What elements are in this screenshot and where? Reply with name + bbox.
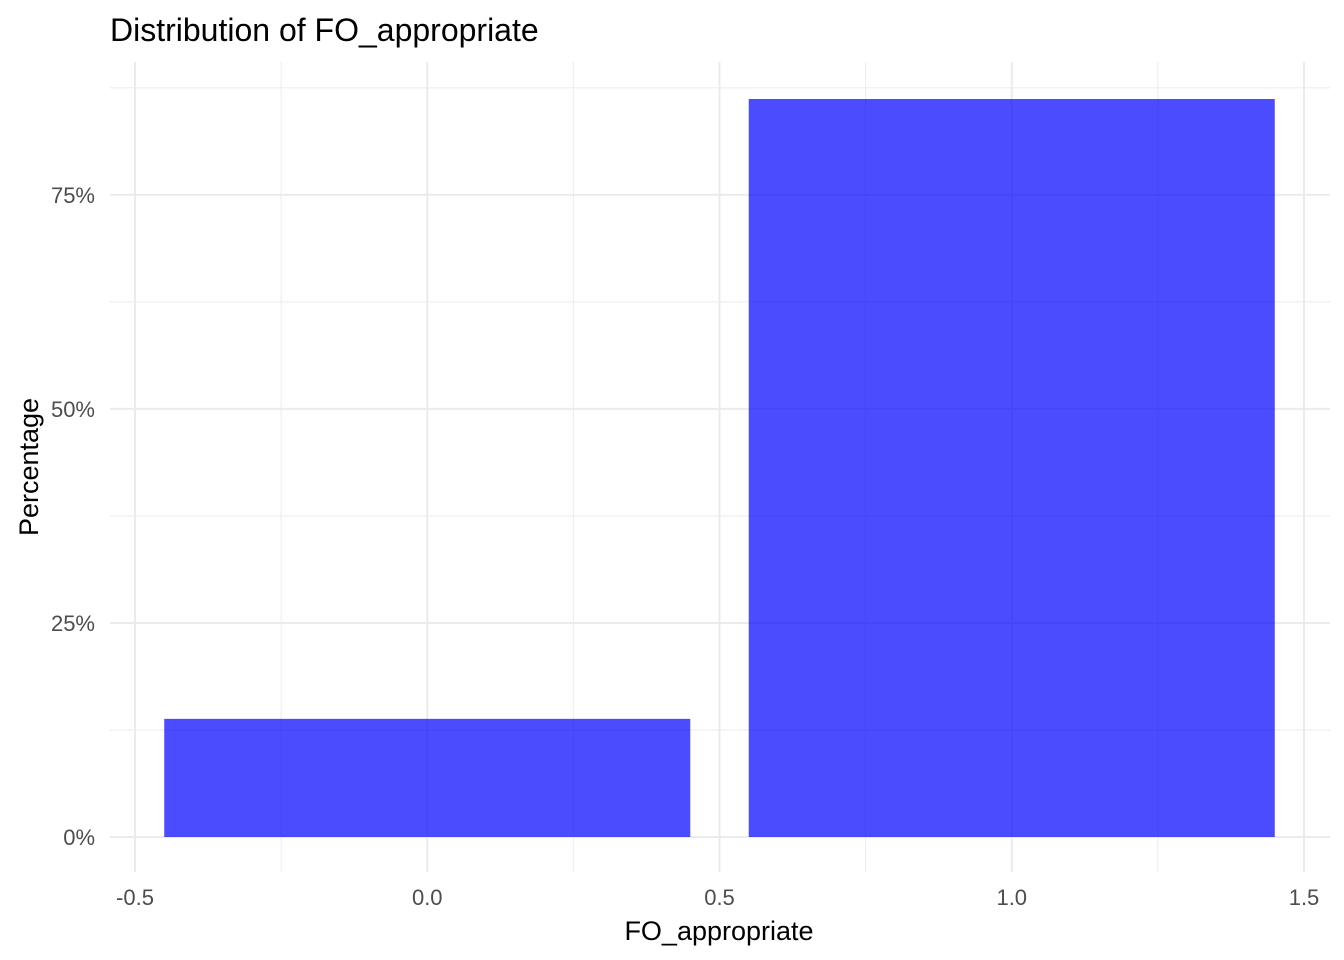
y-axis-ticks: 0% 25% 50% 75% [51, 183, 95, 850]
x-tick-label: 0.5 [704, 885, 735, 910]
bar-1 [748, 99, 1275, 837]
y-tick-label: 0% [63, 825, 95, 850]
x-axis-ticks: -0.5 0.0 0.5 1.0 1.5 [116, 885, 1319, 910]
y-tick-label: 75% [51, 183, 95, 208]
y-axis-title: Percentage [14, 398, 44, 536]
bars [164, 99, 1275, 837]
x-tick-label: 1.5 [1289, 885, 1320, 910]
bar-0 [164, 718, 691, 837]
x-tick-label: 1.0 [996, 885, 1027, 910]
x-axis-title: FO_appropriate [624, 916, 813, 946]
y-tick-label: 50% [51, 397, 95, 422]
x-tick-label: -0.5 [116, 885, 154, 910]
chart-title: Distribution of FO_appropriate [110, 12, 539, 48]
x-tick-label: 0.0 [412, 885, 443, 910]
y-tick-label: 25% [51, 611, 95, 636]
